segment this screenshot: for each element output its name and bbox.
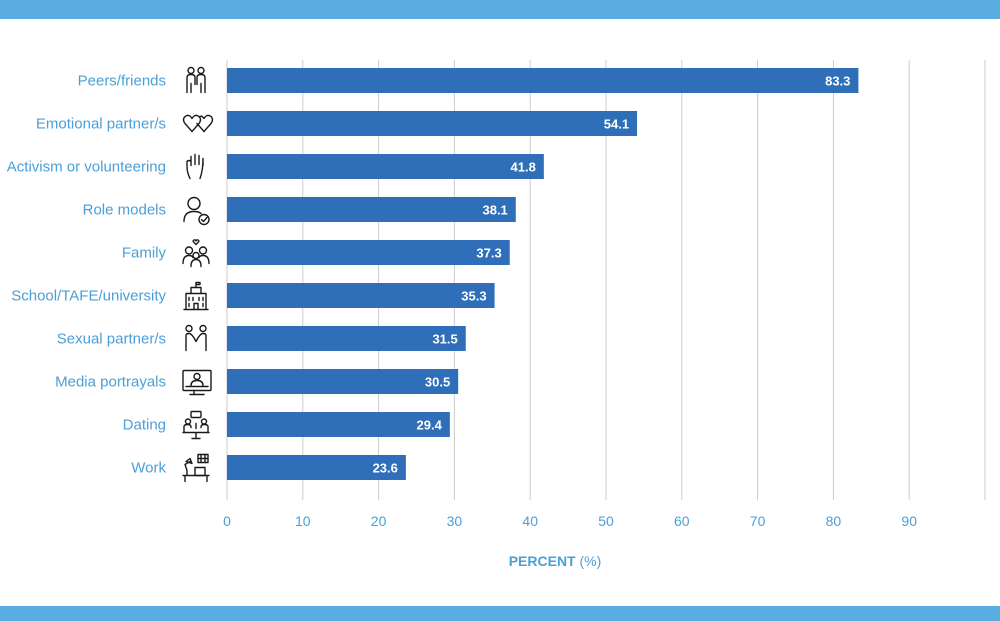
bar (227, 111, 638, 136)
category-label: Role models (83, 202, 166, 219)
bar (227, 326, 466, 351)
two-people-icon (186, 66, 206, 94)
bars: 83.3 54.1 41.8 38.1 37.3 35.3 31.5 30.5 29.4 23.6 (227, 68, 859, 480)
x-tick-label: 60 (674, 513, 690, 529)
x-tick-label: 90 (901, 513, 917, 529)
data-label: 38.1 (482, 203, 507, 218)
x-tick-label: 40 (522, 513, 538, 529)
bar (227, 455, 406, 480)
x-tick-label: 10 (295, 513, 311, 529)
category-icons (182, 66, 214, 483)
category-labels: Peers/friends Emotional partner/s Activism… (7, 73, 167, 477)
data-label: 23.6 (373, 461, 398, 476)
category-label: Family (122, 245, 167, 262)
family-icon (182, 239, 210, 268)
data-label: 31.5 (432, 332, 457, 347)
x-tick-label: 80 (826, 513, 842, 529)
category-label: Peers/friends (78, 73, 166, 90)
data-label: 37.3 (476, 246, 501, 261)
x-axis-unit: (%) (580, 553, 602, 569)
school-building-icon (183, 281, 209, 311)
data-label: 29.4 (417, 418, 443, 433)
category-label: School/TAFE/university (11, 288, 166, 305)
bar (227, 283, 495, 308)
bar (227, 240, 510, 265)
data-label: 83.3 (825, 74, 850, 89)
data-label: 35.3 (461, 289, 486, 304)
bottom-band (0, 606, 1000, 621)
x-tick-label: 50 (598, 513, 614, 529)
x-axis-title: PERCENT (%) (509, 553, 602, 569)
x-tick-label: 70 (750, 513, 766, 529)
raised-hand-icon (186, 153, 204, 180)
monitor-person-icon (182, 369, 212, 396)
category-label: Emotional partner/s (36, 116, 166, 133)
dating-table-icon (182, 410, 210, 440)
category-label: Sexual partner/s (57, 331, 166, 348)
data-label: 54.1 (604, 117, 629, 132)
x-tick-label: 0 (223, 513, 231, 529)
category-label: Media portrayals (55, 374, 166, 391)
x-tick-label: 20 (371, 513, 387, 529)
bar (227, 412, 450, 437)
data-label: 41.8 (511, 160, 536, 175)
top-band (0, 0, 1000, 19)
category-label: Dating (123, 417, 166, 434)
x-axis-title-text: PERCENT (509, 553, 576, 569)
data-label: 30.5 (425, 375, 450, 390)
couple-icon (185, 324, 207, 352)
bar (227, 154, 544, 179)
x-axis-tick-labels: 0 10 20 30 40 50 60 70 80 90 (223, 513, 917, 529)
two-hearts-icon (182, 114, 214, 133)
category-label: Work (131, 460, 166, 477)
bar (227, 197, 516, 222)
bar (227, 68, 859, 93)
desk-lamp-icon (182, 453, 210, 483)
category-label: Activism or volunteering (7, 159, 166, 176)
x-tick-label: 30 (447, 513, 463, 529)
bar (227, 369, 459, 394)
person-check-icon (183, 196, 210, 226)
